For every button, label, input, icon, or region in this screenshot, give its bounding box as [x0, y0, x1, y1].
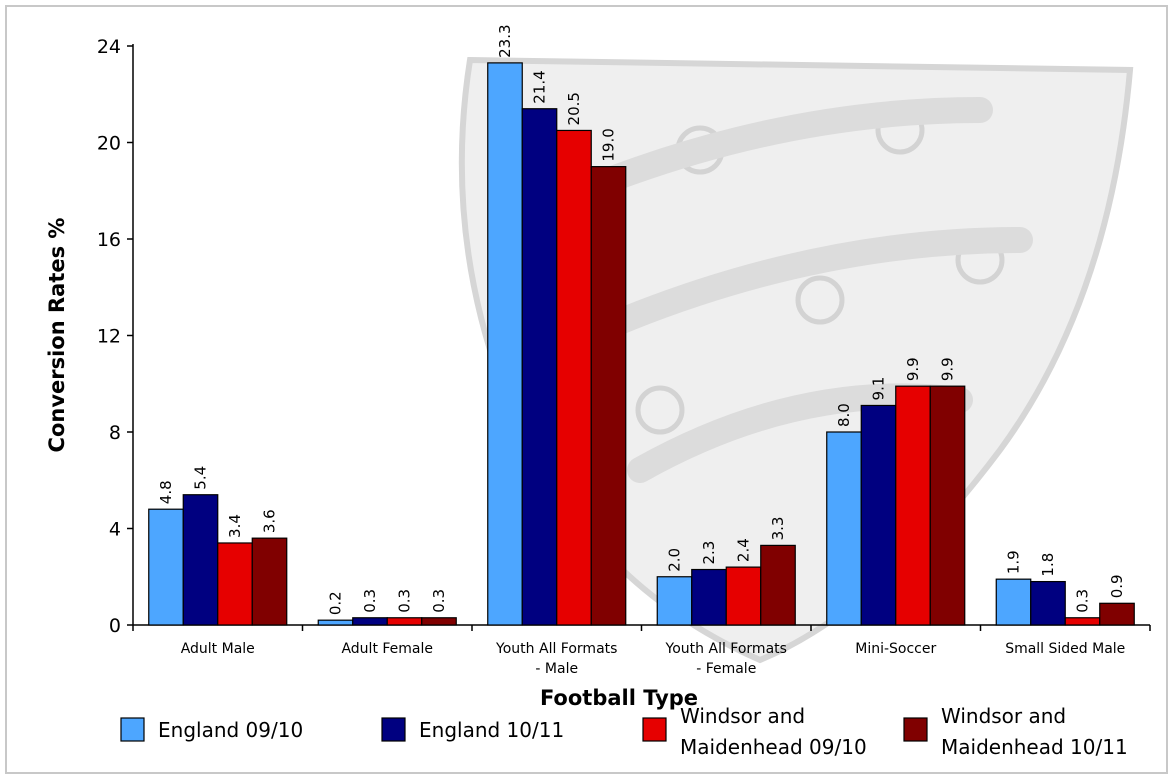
bar [217, 542, 253, 626]
legend-label: Maidenhead 09/10 [680, 735, 867, 759]
y-tick-label: 24 [97, 36, 121, 58]
data-label: 2.4 [735, 538, 753, 562]
legend-swatch [642, 717, 667, 742]
legend-label: Windsor and [680, 704, 805, 728]
y-axis-title: Conversion Rates % [45, 218, 69, 453]
data-label: 0.3 [361, 589, 379, 613]
bar [352, 617, 388, 626]
bar [556, 129, 592, 626]
y-tick-label: 16 [97, 229, 121, 251]
bar [590, 166, 627, 626]
data-label: 0.3 [396, 589, 414, 613]
bar [725, 566, 762, 626]
legend-swatch [381, 717, 406, 742]
legend-label: Windsor and [941, 704, 1066, 728]
data-label: 19.0 [600, 128, 618, 161]
bar [895, 385, 931, 626]
data-label: 9.9 [904, 357, 922, 381]
bar [386, 617, 423, 626]
bar [656, 576, 693, 626]
rose-icon [635, 385, 685, 435]
data-label: 23.3 [496, 24, 514, 57]
x-tick-label: Youth All Formats [495, 641, 617, 657]
data-label: 3.4 [226, 514, 244, 538]
bar [251, 537, 288, 626]
x-tick-label: Adult Male [181, 641, 255, 657]
bar [691, 568, 727, 626]
data-label: 20.5 [565, 92, 583, 125]
bar [929, 385, 966, 626]
bar [760, 544, 796, 626]
bar [148, 508, 184, 626]
x-tick-label: Adult Female [341, 641, 433, 657]
lion-shape [587, 227, 1033, 343]
bar [860, 404, 897, 626]
bar [1099, 602, 1135, 626]
x-axis-title: Football Type [540, 686, 698, 710]
bar [995, 578, 1032, 626]
x-tick-label: - Male [535, 661, 578, 677]
data-label: 9.1 [870, 377, 888, 401]
x-tick-label: - Female [696, 661, 756, 677]
data-label: 8.0 [835, 403, 853, 427]
data-label: 2.0 [666, 548, 684, 572]
x-tick-label: Small Sided Male [1005, 641, 1125, 657]
x-tick-label: Mini-Soccer [855, 641, 936, 657]
bar [317, 619, 354, 626]
data-label: 4.8 [157, 480, 175, 504]
legend-label: Maidenhead 10/11 [941, 735, 1128, 759]
data-label: 3.3 [769, 517, 787, 541]
plot-area: 0 4 8 12 16 20 24 Adult Male 4.8 5.4 3.4 3.6 Adult F… [45, 24, 1151, 710]
y-tick-label: 20 [97, 133, 121, 155]
x-tick-label: Youth All Formats [665, 641, 787, 657]
data-label: 1.9 [1005, 550, 1023, 574]
bar [1064, 617, 1101, 626]
data-label: 9.9 [939, 357, 957, 381]
legend-swatch [120, 717, 145, 742]
y-tick-label: 12 [97, 326, 121, 348]
rose-icon [795, 275, 845, 325]
data-label: 1.8 [1039, 553, 1057, 577]
bar [521, 108, 558, 626]
bar [182, 494, 219, 626]
legend-swatch [903, 717, 928, 742]
data-label: 0.2 [327, 591, 345, 615]
legend-label: England 10/11 [419, 718, 564, 742]
y-tick-label: 4 [109, 519, 121, 541]
crest-shape [458, 56, 1134, 664]
data-label: 0.9 [1108, 574, 1126, 598]
data-label: 21.4 [531, 70, 549, 103]
data-label: 3.6 [261, 509, 279, 533]
legend-label: England 09/10 [158, 718, 303, 742]
bar [487, 62, 523, 626]
y-tick-label: 0 [109, 615, 121, 637]
bar [421, 617, 457, 626]
y-tick-label: 8 [109, 422, 121, 444]
bar [1030, 580, 1066, 626]
data-label: 5.4 [192, 466, 210, 490]
legend: England 09/10 England 10/11 Windsor and Mai… [120, 704, 1128, 759]
data-label: 0.3 [430, 589, 448, 613]
bar [826, 431, 862, 626]
data-label: 0.3 [1074, 589, 1092, 613]
data-label: 2.3 [700, 541, 718, 565]
